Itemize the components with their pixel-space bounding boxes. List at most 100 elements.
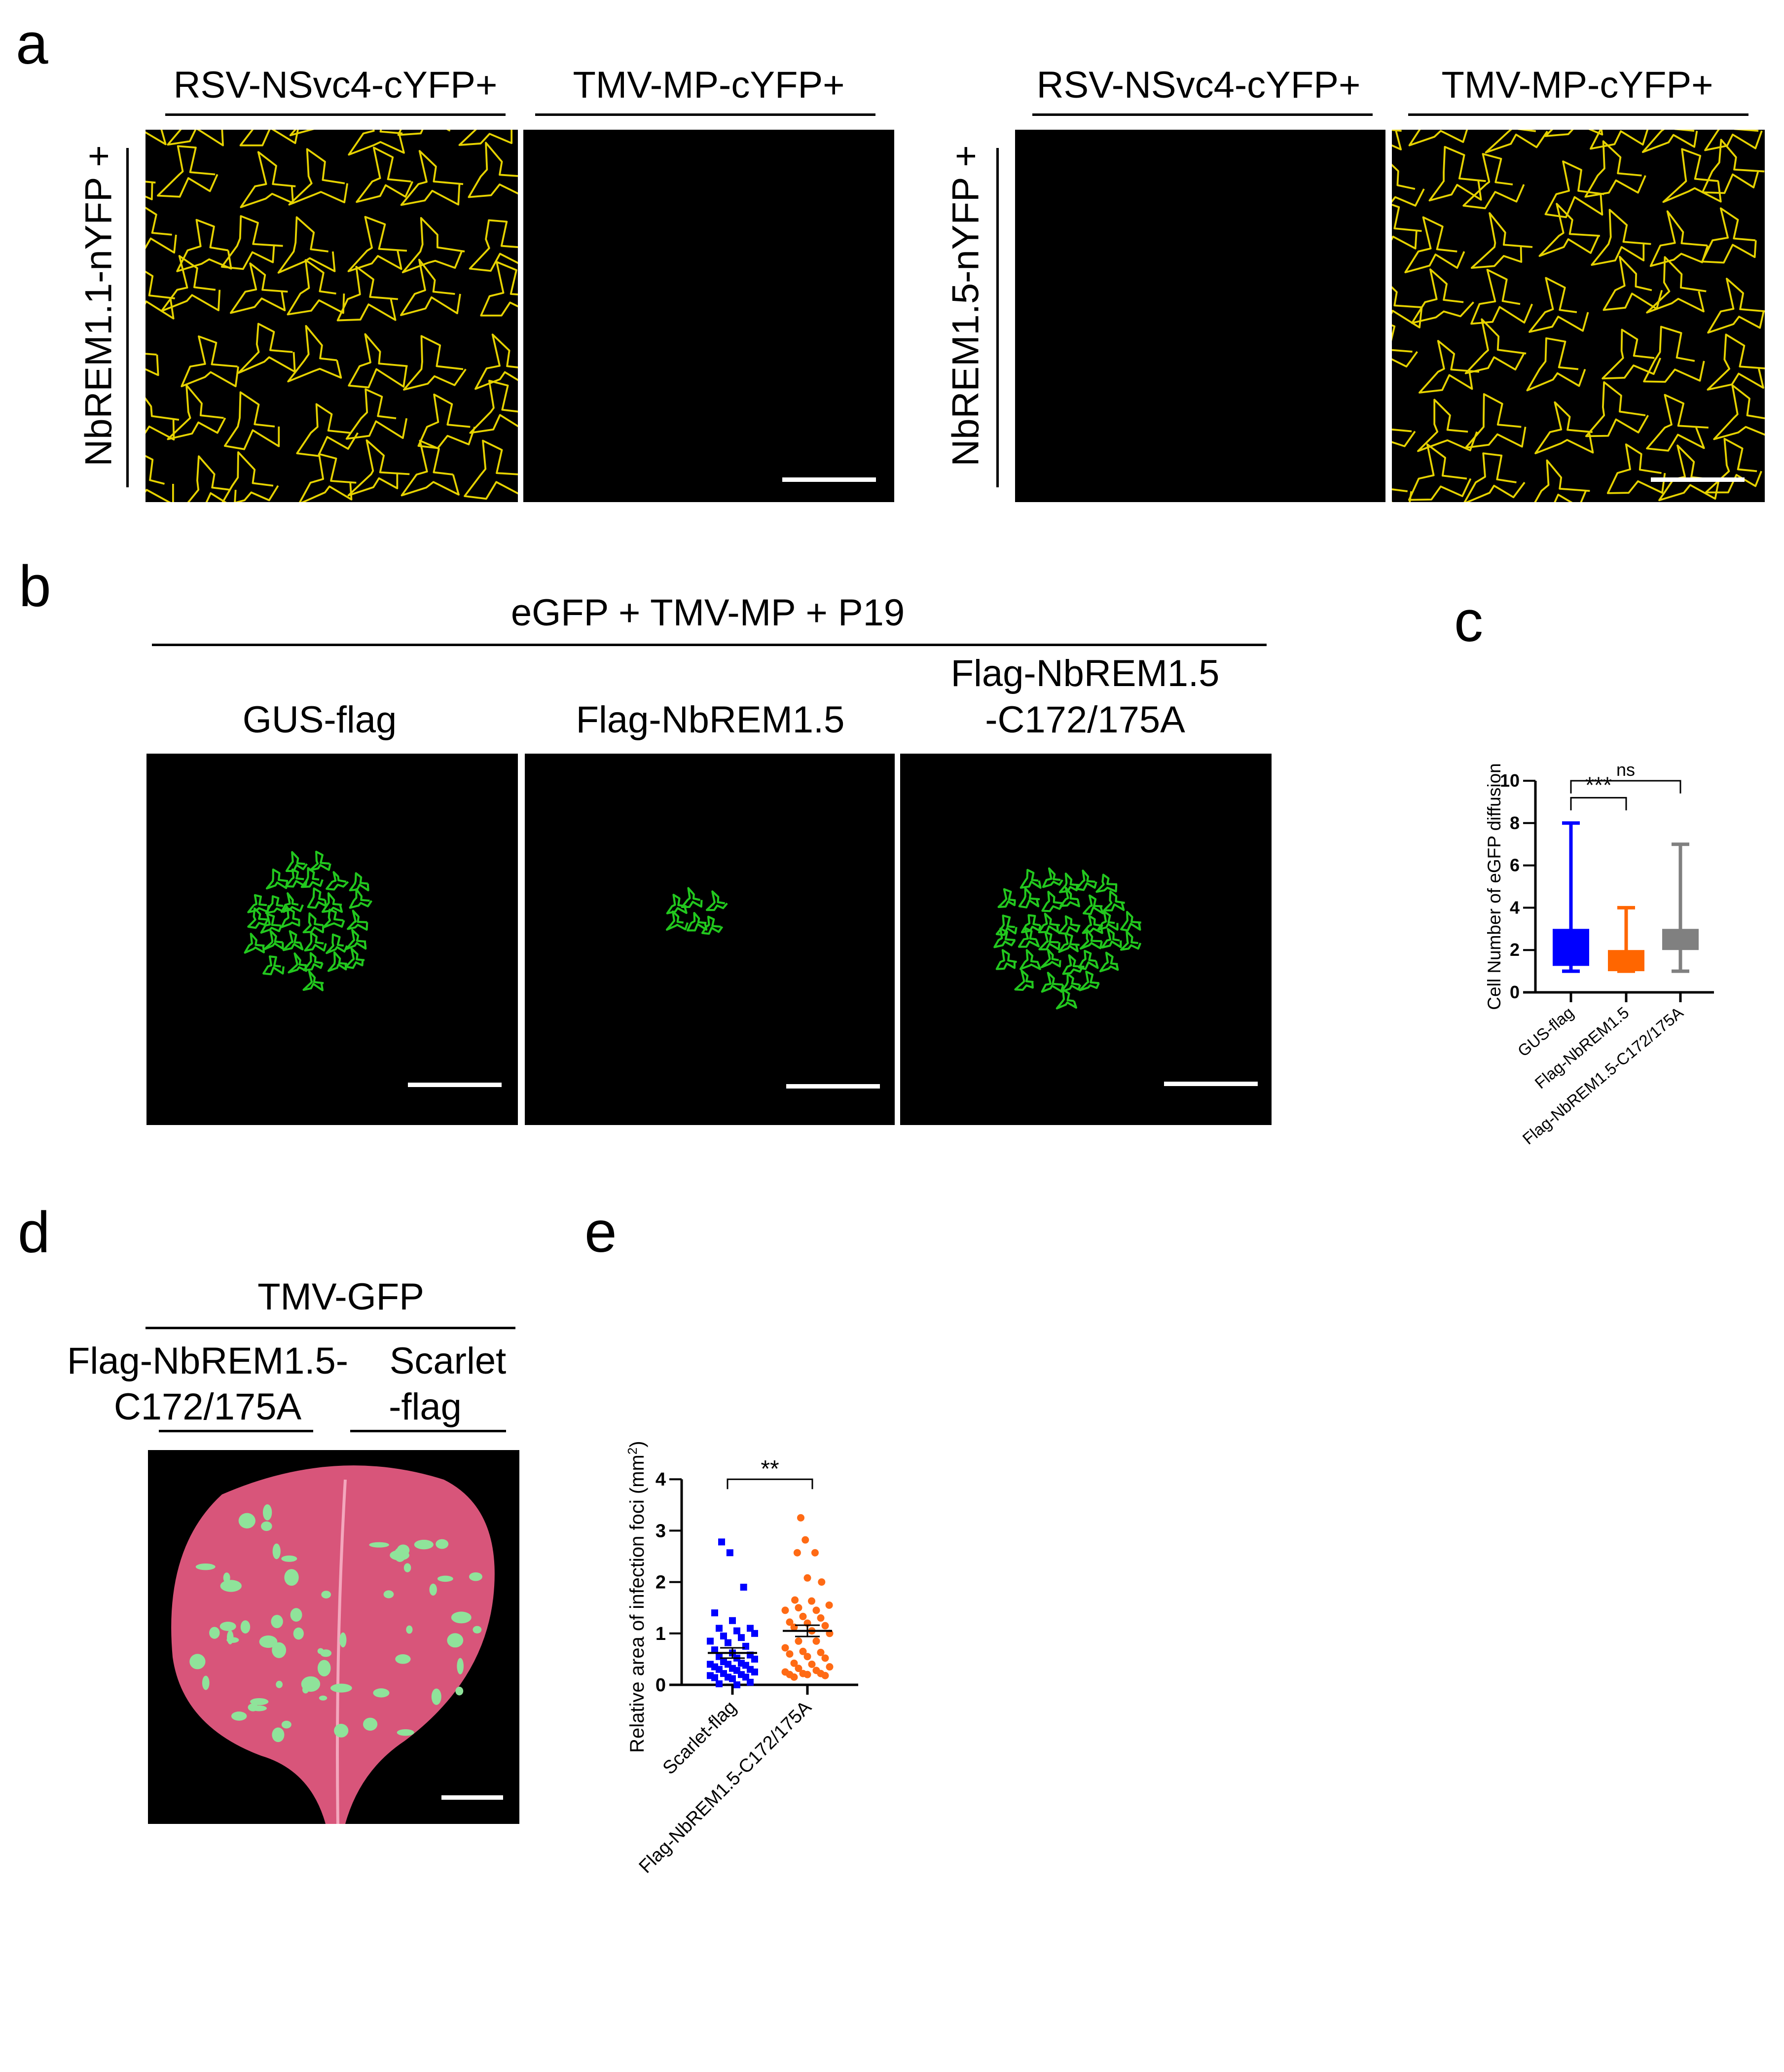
cell-outline [1646,256,1707,314]
data-point [751,1655,758,1663]
scale-bar [782,477,876,482]
cell-outline [221,451,279,502]
data-point [803,1574,811,1582]
cell-outline [995,949,1017,970]
cell-outline [666,894,688,914]
cell-outline [247,907,270,929]
significance-label: ** [761,1456,779,1482]
cell-outline [1417,399,1478,452]
x-tick-label: Scarlet-flag [659,1697,741,1779]
data-point [821,1622,829,1630]
cell-outline [1404,216,1465,274]
micrograph-a-nbrem15-tmv [1392,130,1765,502]
infection-focus [189,1654,206,1670]
infection-focus [284,1569,299,1586]
infection-focus [250,1698,269,1706]
infection-focus [195,1563,216,1570]
cell-outline [157,145,218,198]
panel-b-group-line [152,644,1267,646]
micrograph-a-nbrem11-rsv [146,130,518,502]
panel-d-right-header-line1: Scarlet [389,1340,507,1382]
x-tick-label: Flag-NbREM1.5 [1531,1003,1632,1092]
cell-outline [1641,130,1698,153]
panel-a-header-1: RSV-NSvc4-cYFP+ [173,64,498,106]
cell-outline [400,258,461,316]
infection-focus [321,1591,331,1599]
cell-outline [322,909,345,929]
cell-outline [146,397,180,441]
panel-e-label: e [584,1200,617,1265]
cell-outline [244,933,265,954]
cell-outline [397,130,450,136]
data-point [801,1536,809,1544]
cell-outline [1038,931,1061,950]
infection-focus [403,1563,411,1572]
cell-outline [345,388,408,440]
panel-b-header-mutant-line2: -C172/175A [985,699,1185,741]
cell-outline [401,217,465,274]
data-point [808,1597,816,1605]
cell-outline [1042,867,1063,888]
panel-b-header-nbrem15: Flag-NbREM1.5 [576,699,845,741]
infection-focus [334,1724,349,1738]
panel-b-label: b [19,554,51,619]
cell-outline [347,216,407,272]
data-point [729,1617,736,1624]
cell-outline [1392,286,1423,328]
cell-outline [1464,393,1527,449]
infection-focus [431,1688,441,1705]
cell-outline [464,439,518,500]
infection-focus [319,1695,328,1701]
infection-focus [406,1625,413,1634]
y-axis-title-sup: 2 [625,1448,640,1454]
cell-outline [1584,140,1646,198]
cell-outline [309,850,331,872]
panel-d-left-line [159,1430,313,1432]
data-point [790,1673,798,1681]
cell-outline [1534,401,1594,454]
data-point [812,1637,820,1645]
data-point [742,1642,749,1650]
cell-outline [1062,954,1085,975]
panel-a-header-3: RSV-NSvc4-cYFP+ [1036,64,1361,106]
cell-outline [1602,328,1662,380]
cell-outline [1014,969,1034,991]
cell-outline [1040,948,1061,969]
data-point [817,1648,825,1656]
cell-outline [349,872,369,892]
infection-focus [437,1575,453,1582]
cell-outline [146,181,156,201]
panel-d-group-header: TMV-GFP [257,1276,424,1318]
micrograph-a-nbrem11-tmv [523,130,894,502]
cell-outline [665,910,689,931]
data-point [790,1659,798,1667]
cell-outline [167,130,224,146]
cell-outline [1538,203,1600,257]
cell-outline [1082,894,1104,915]
cell-outline [336,265,399,322]
panel-a-label: a [16,11,48,76]
cell-outline [265,868,289,890]
cell-outline [247,894,270,913]
cell-outline [281,907,300,928]
cell-outline [321,892,343,913]
infection-focus [429,1583,437,1596]
scale-bar [408,1083,502,1087]
cell-outline [347,909,368,931]
cell-outline [240,151,296,208]
significance-label: ns [1616,760,1635,780]
data-point [781,1606,789,1614]
data-point [803,1653,811,1661]
panel-a-row-line-left [126,148,129,487]
cell-outline [285,868,308,888]
cell-outline [146,206,177,254]
micrograph-b-flag-nbrem15 [525,754,895,1125]
y-tick-label: 0 [655,1675,666,1696]
infection-focus [261,1521,272,1531]
cell-outline [469,379,518,434]
cell-outline [287,325,342,383]
cell-outline [302,912,325,934]
infection-focus [202,1675,210,1690]
cell-outline [1120,910,1141,932]
cell-outline [304,931,327,952]
